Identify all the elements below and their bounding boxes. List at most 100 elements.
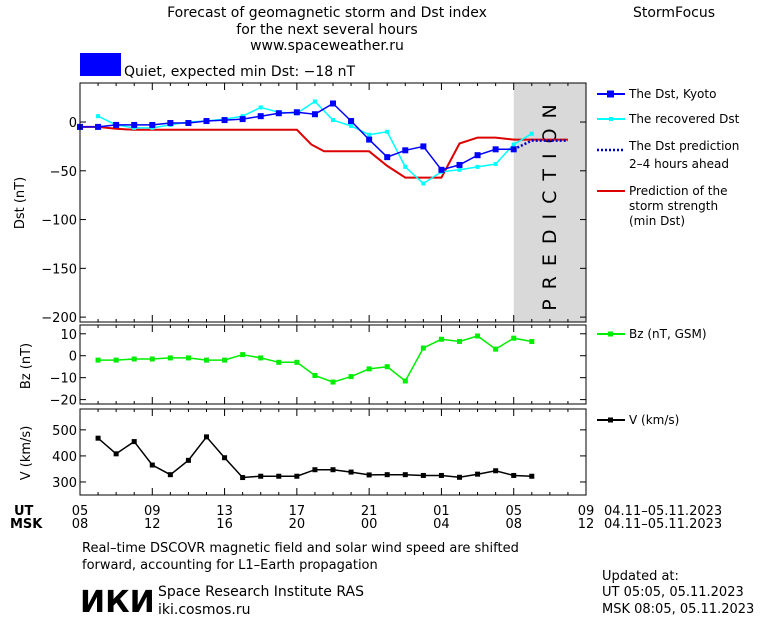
y-tick-label: 400 — [52, 450, 77, 465]
y-tick-label: 0 — [69, 116, 77, 131]
dst-kyoto-point — [257, 113, 264, 120]
bz-point — [493, 346, 499, 352]
v-panel: 300 400 500 V (km/s) — [19, 408, 587, 496]
legend-v-marker — [608, 417, 613, 423]
solar-wind-speed-point — [222, 455, 228, 461]
dst-kyoto-point — [203, 118, 210, 125]
y-tick-label: −10 — [50, 372, 77, 387]
legend: The Dst, Kyoto The recovered Dst The Dst… — [597, 87, 740, 427]
bz-point — [204, 357, 209, 363]
legend-prediction-label-1: The Dst prediction — [628, 139, 739, 153]
solar-wind-speed-point — [95, 435, 101, 441]
y-tick-label: 10 — [60, 328, 77, 343]
updated-label: Updated at: — [602, 569, 679, 584]
ut-tick-label: 09 — [144, 504, 161, 519]
solar-wind-speed-point — [204, 434, 209, 440]
v-series — [95, 434, 535, 481]
solar-wind-speed-point — [131, 439, 137, 445]
updated-msk: MSK 08:05, 05.11.2023 — [602, 602, 754, 617]
dst-panel: PREDICTION 0 −50 −100 −150 −200 Dst (nT) — [13, 82, 587, 326]
solar-wind-speed-point — [258, 473, 264, 479]
solar-wind-speed-point — [475, 471, 481, 477]
dst-kyoto-point — [221, 117, 228, 124]
recovered-dst-point — [312, 99, 317, 104]
legend-storm-label-2: storm strength — [629, 199, 718, 213]
solar-wind-speed-point — [113, 451, 119, 457]
dst-axis-label: Dst (nT) — [13, 177, 28, 229]
solar-wind-speed-point — [167, 472, 173, 478]
bz-point — [185, 355, 191, 361]
legend-bz-label: Bz (nT, GSM) — [629, 327, 707, 341]
dst-kyoto-point — [366, 136, 373, 143]
msk-tick-label: 12 — [578, 517, 595, 532]
recovered-dst-point — [349, 123, 354, 128]
bz-series — [95, 333, 535, 385]
ut-tick-label: 17 — [289, 504, 306, 519]
recovered-dst-point — [367, 132, 372, 137]
ut-axis-label: UT — [14, 504, 34, 519]
dst-series — [77, 99, 568, 186]
dst-kyoto-point — [492, 146, 499, 153]
bz-point — [420, 345, 426, 351]
solar-wind-speed-point — [457, 474, 462, 480]
solar-wind-speed-point — [240, 475, 246, 481]
ut-tick-label: 01 — [433, 504, 450, 519]
ut-date-range: 04.11–05.11.2023 — [604, 504, 722, 519]
dst-kyoto-point — [293, 109, 300, 116]
solar-wind-speed-point — [366, 472, 372, 478]
solar-wind-speed-point — [420, 472, 426, 478]
y-tick-label: −20 — [50, 394, 77, 409]
ut-tick-label: 05 — [72, 504, 89, 519]
ut-tick-label: 21 — [361, 504, 378, 519]
footer: Real–time DSCOVR magnetic field and sola… — [80, 541, 754, 620]
solar-wind-speed-point — [149, 462, 155, 468]
legend-v-label: V (km/s) — [629, 413, 679, 427]
recovered-dst-point — [511, 142, 516, 147]
legend-v: V (km/s) — [597, 413, 679, 427]
bz-axis-label: Bz (nT) — [19, 343, 34, 389]
status-color-swatch — [80, 53, 121, 76]
v-axis-label: V (km/s) — [19, 426, 34, 481]
bz-point — [330, 379, 336, 385]
source-url: www.spaceweather.ru — [250, 38, 404, 54]
dst-kyoto-point — [311, 111, 318, 118]
recovered-dst-point — [385, 129, 390, 134]
solar-wind-speed-point — [438, 472, 444, 478]
status-text: Quiet, expected min Dst: −18 nT — [124, 64, 356, 80]
recovered-dst-point — [493, 161, 498, 166]
dst-kyoto-point — [474, 152, 481, 159]
legend-recovered-label: The recovered Dst — [628, 112, 740, 126]
legend-bz-marker — [608, 331, 613, 337]
solar-wind-speed-point — [511, 472, 517, 478]
bz-point — [511, 335, 517, 341]
dst-kyoto-point — [275, 110, 282, 117]
dst-kyoto-point — [384, 154, 391, 161]
bz-point — [294, 359, 300, 365]
legend-storm-label-3: (min Dst) — [629, 214, 685, 228]
y-tick-label: −150 — [41, 262, 77, 277]
bz-point — [258, 355, 264, 361]
msk-tick-label: 04 — [433, 517, 450, 532]
storm-strength-line — [80, 125, 568, 179]
ut-tick-label: 13 — [216, 504, 233, 519]
bz-point — [348, 374, 354, 380]
bz-point — [222, 357, 228, 363]
dst-kyoto-point — [167, 119, 174, 126]
legend-dst-kyoto: The Dst, Kyoto — [597, 87, 716, 101]
y-tick-label: 300 — [52, 476, 77, 491]
solar-wind-speed-point — [185, 457, 191, 463]
legend-storm: Prediction of the storm strength (min Ds… — [597, 184, 728, 228]
footer-note-line2: forward, accounting for L1–Earth propaga… — [82, 558, 378, 573]
recovered-dst-point — [96, 114, 101, 119]
dst-kyoto-point — [456, 161, 463, 168]
legend-dst-kyoto-label: The Dst, Kyoto — [628, 87, 716, 101]
dst-kyoto-point — [149, 121, 156, 128]
bz-point — [529, 338, 535, 344]
solar-wind-speed-point — [493, 468, 499, 474]
recovered-dst-point — [529, 131, 534, 136]
legend-storm-label-1: Prediction of the — [629, 184, 728, 198]
solar-wind-speed-point — [402, 472, 408, 478]
dst-kyoto-point — [330, 100, 336, 107]
